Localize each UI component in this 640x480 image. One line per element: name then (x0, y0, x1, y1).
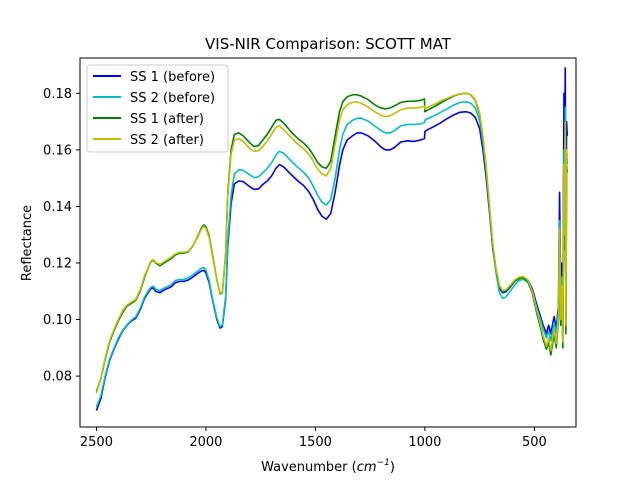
x-tick-label: 500 (522, 435, 547, 450)
legend-entries: SS 1 (before) SS 2 (before) SS 1 (after) SS… (93, 70, 215, 148)
x-axis-title: Wavenumber (cm−1) (261, 458, 395, 475)
legend-label-4: SS 2 (after) (130, 133, 204, 148)
y-tick-label: 0.18 (43, 87, 72, 102)
x-axis-unit-base: cm (357, 460, 377, 475)
y-tick-label: 0.12 (43, 257, 72, 272)
x-tick-label: 1000 (408, 435, 441, 450)
legend: SS 1 (before) SS 2 (before) SS 1 (after) SS… (86, 64, 229, 153)
x-tick-label: 1500 (299, 435, 332, 450)
y-axis-title: Reflectance (20, 205, 35, 281)
legend-frame (86, 64, 229, 153)
x-axis-label: Wavenumber (261, 460, 348, 475)
x-axis-unit-close: ) (390, 460, 395, 475)
x-tick-label: 2500 (80, 435, 113, 450)
x-axis: 2500 2000 1500 1000 500 (80, 427, 547, 450)
legend-label-1: SS 1 (before) (130, 70, 215, 85)
x-tick-label: 2000 (189, 435, 222, 450)
series-line-4 (95, 92, 569, 394)
y-tick-label: 0.14 (43, 200, 72, 215)
legend-label-3: SS 1 (after) (130, 112, 204, 127)
x-axis-unit-open: ( (352, 460, 357, 475)
chart-title: VIS-NIR Comparison: SCOTT MAT (205, 35, 452, 53)
y-axis: 0.08 0.10 0.12 0.14 0.16 0.18 (43, 87, 80, 385)
y-tick-label: 0.10 (43, 313, 72, 328)
y-tick-label: 0.16 (43, 143, 72, 158)
x-axis-unit-exponent: −1 (377, 458, 390, 468)
legend-label-2: SS 2 (before) (130, 91, 215, 106)
y-tick-label: 0.08 (43, 370, 72, 385)
series-layer (95, 67, 569, 411)
plot-frame (79, 57, 577, 428)
